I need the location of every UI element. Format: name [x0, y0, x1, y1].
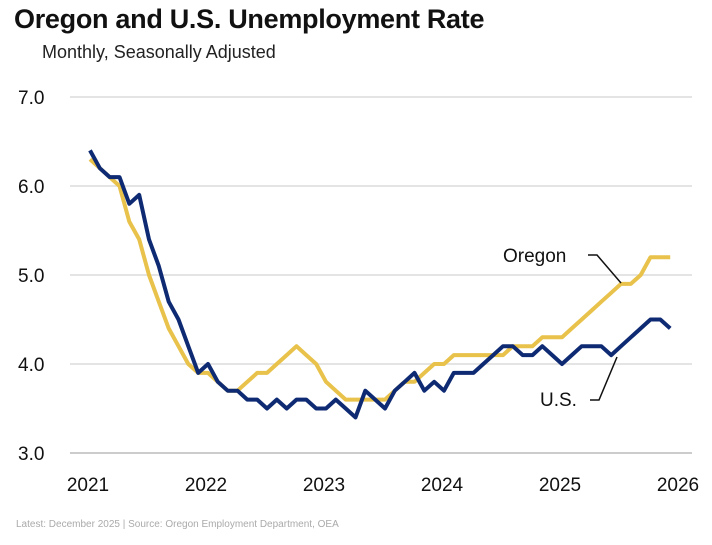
source-footer: Latest: December 2025 | Source: Oregon E…: [16, 519, 339, 530]
series-line-oregon: [88, 157, 671, 402]
y-tick-label: 6.0: [18, 177, 44, 198]
y-tick-label: 4.0: [18, 355, 44, 376]
x-tick-label: 2022: [185, 475, 227, 496]
x-tick-label: 2023: [303, 475, 345, 496]
annotation-oregon-leader: [588, 254, 622, 284]
series-line-us: [88, 149, 672, 420]
x-tick-label: 2024: [421, 475, 464, 496]
x-tick-label: 2025: [539, 475, 581, 496]
chart-subtitle: Monthly, Seasonally Adjusted: [42, 42, 276, 62]
x-tick-label: 2021: [67, 475, 109, 496]
y-tick-label: 7.0: [18, 88, 44, 109]
chart-title: Oregon and U.S. Unemployment Rate: [14, 4, 485, 34]
x-tick-label: 2026: [657, 475, 699, 496]
annotation-us: U.S.: [540, 390, 577, 411]
y-tick-label: 5.0: [18, 266, 44, 287]
annotation-oregon: Oregon: [503, 246, 566, 267]
annotation-us-leader: [590, 356, 618, 401]
y-tick-label: 3.0: [18, 444, 44, 465]
